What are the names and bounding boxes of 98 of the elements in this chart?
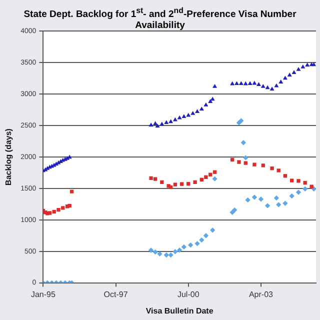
point [270, 166, 274, 170]
point [194, 240, 200, 246]
point [274, 195, 280, 201]
point [172, 117, 178, 122]
point [56, 208, 60, 212]
point [155, 124, 160, 128]
point [157, 251, 162, 256]
point [312, 62, 316, 66]
point [278, 80, 284, 84]
point [172, 249, 178, 254]
point [195, 109, 200, 114]
x-tick-label: Jan-95 [30, 290, 56, 299]
point [256, 82, 261, 86]
point [276, 202, 282, 208]
point [287, 72, 292, 77]
point [199, 106, 204, 110]
point [153, 121, 158, 125]
point [261, 164, 265, 168]
point [153, 177, 158, 181]
point [149, 176, 153, 180]
point [210, 96, 215, 101]
point [48, 211, 52, 215]
point [208, 172, 212, 176]
point [300, 64, 306, 68]
point [283, 174, 288, 178]
point [173, 182, 178, 186]
point [234, 81, 239, 86]
point [168, 252, 174, 258]
point [203, 233, 209, 238]
point [274, 83, 279, 88]
point [238, 118, 244, 124]
x-tick-label: Apr-03 [248, 290, 274, 299]
point [181, 244, 187, 250]
y-axis-title: Backlog (days) [4, 128, 14, 186]
point [210, 228, 216, 233]
point [243, 81, 248, 86]
point [243, 155, 248, 160]
point [289, 193, 294, 199]
point [240, 140, 246, 146]
point [160, 180, 164, 184]
point [296, 190, 302, 195]
point [186, 182, 190, 186]
point [302, 186, 308, 192]
point [200, 178, 204, 182]
point [265, 85, 270, 90]
point [303, 180, 307, 185]
point [190, 111, 196, 115]
point [180, 182, 184, 186]
point [168, 119, 174, 124]
point [148, 122, 154, 127]
point [193, 180, 197, 184]
x-axis-title: Visa Bulletin Date [146, 306, 214, 316]
point [305, 62, 310, 66]
point [152, 249, 158, 255]
point [244, 161, 248, 165]
point [245, 197, 250, 203]
point [282, 76, 288, 80]
point [296, 179, 300, 183]
point [290, 178, 294, 182]
point [252, 194, 258, 200]
point [177, 115, 182, 120]
x-tick-label: Jul-00 [177, 290, 200, 299]
point [296, 66, 301, 71]
point [212, 170, 217, 174]
point [230, 158, 234, 162]
point [176, 247, 182, 253]
point [204, 102, 208, 106]
point [264, 203, 270, 208]
point [68, 204, 72, 208]
point [282, 200, 288, 206]
point [164, 120, 169, 124]
point [252, 162, 256, 166]
point [258, 196, 264, 202]
point [237, 160, 241, 164]
point [188, 242, 194, 248]
point [182, 114, 186, 118]
point [70, 190, 74, 194]
point [270, 86, 274, 91]
point [199, 237, 204, 243]
point [52, 210, 56, 214]
point [204, 175, 208, 179]
point [260, 84, 266, 88]
point [148, 248, 154, 253]
point [168, 185, 173, 190]
point [61, 206, 65, 210]
point [164, 252, 169, 258]
point [160, 122, 164, 126]
point [238, 81, 244, 86]
x-tick-label: Oct-97 [104, 290, 128, 299]
point [310, 184, 314, 188]
point [186, 112, 191, 117]
point [212, 84, 218, 88]
point [232, 207, 238, 213]
point [292, 70, 296, 74]
point [248, 81, 252, 86]
point [212, 176, 218, 182]
point [276, 168, 280, 172]
point [208, 99, 213, 103]
